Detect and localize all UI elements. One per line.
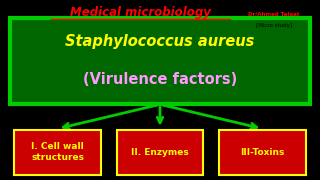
Text: Medical microbiology: Medical microbiology: [70, 6, 211, 19]
Text: III-Toxins: III-Toxins: [240, 148, 284, 157]
Text: II. Enzymes: II. Enzymes: [131, 148, 189, 157]
FancyBboxPatch shape: [219, 130, 306, 175]
Text: Staphylococcus aureus: Staphylococcus aureus: [65, 34, 255, 49]
FancyBboxPatch shape: [10, 18, 310, 104]
FancyBboxPatch shape: [14, 130, 101, 175]
FancyBboxPatch shape: [117, 130, 203, 175]
Text: I. Cell wall
structures: I. Cell wall structures: [31, 142, 84, 162]
Text: (Virulence factors): (Virulence factors): [83, 72, 237, 87]
